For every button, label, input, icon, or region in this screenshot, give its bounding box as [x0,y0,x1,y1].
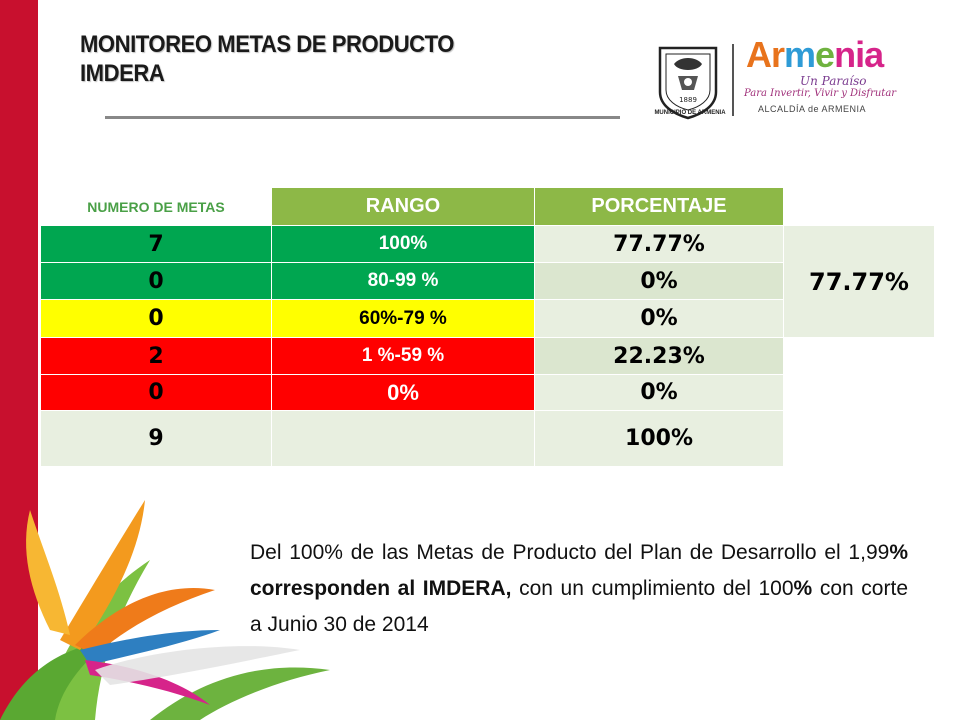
header-rango: RANGO [271,187,535,226]
metas-table: NUMERO DE METAS RANGO PORCENTAJE 7 100% … [40,187,935,467]
table-row: 0 0% 0% [40,374,935,411]
row-rango: 0% [271,374,535,411]
row-numero: 0 [40,299,272,338]
summary-part-2: % corresponden al IMDERA, [250,541,908,600]
brand-tagline-alcaldia: ALCALDÍA de ARMENIA [758,104,867,114]
summary-part-4: % [793,577,813,600]
row-porcentaje: 0% [534,374,784,411]
table-row: 2 1 %-59 % 22.23% [40,337,935,375]
header-numero-metas: NUMERO DE METAS [40,187,272,226]
brand-tagline-invertir: Para Invertir, Vivir y Disfrutar [744,88,897,99]
brand-letter: A [746,34,772,75]
municipal-seal-icon: 1889 [658,46,718,120]
page-title: MONITOREO METAS DE PRODUCTO IMDERA [80,30,454,88]
row-numero: 7 [40,225,272,263]
title-underline [105,116,620,119]
row-porcentaje: 0% [534,262,784,300]
total-porcentaje: 100% [534,410,784,467]
summary-part-3: con un cumplimiento del 100 [511,577,794,600]
row-porcentaje: 77.77% [534,225,784,263]
brand-letter: i [855,34,865,75]
summary-part-1: Del 100% de las Metas de Producto del Pl… [250,541,890,564]
brand-letter: r [771,34,785,75]
left-accent-bar [0,0,38,720]
brand-letter: m [784,34,816,75]
row-rango: 1 %-59 % [271,337,535,375]
logo-divider [732,44,734,116]
bird-of-paradise-flower-decoration [0,500,330,720]
seal-year: 1889 [679,96,697,104]
title-line-2: IMDERA [80,60,165,87]
total-cumplimiento: 77.77% [783,225,935,338]
table-row: 0 80-99 % 0% [40,262,935,300]
brand-letter: e [815,34,835,75]
summary-paragraph: Del 100% de las Metas de Producto del Pl… [250,535,908,643]
row-rango: 60%-79 % [271,299,535,338]
table-header-row: NUMERO DE METAS RANGO PORCENTAJE [40,187,935,226]
summary-part-5: con corte a Junio 30 de 2014 [250,577,908,636]
seal-caption: MUNICIPIO DE ARMENIA [654,110,726,116]
row-numero: 2 [40,337,272,375]
row-porcentaje: 22.23% [534,337,784,375]
row-rango: 100% [271,225,535,263]
table-row: 7 100% 77.77% 77.77% [40,225,935,338]
row-numero: 0 [40,374,272,411]
brand-wordmark: Armenia [746,34,884,76]
brand-tagline-paraiso: Un Paraíso [800,74,867,88]
table-total-row: 9 100% [40,410,935,467]
brand-letter: a [864,34,884,75]
table-row: 0 60%-79 % 0% [40,299,935,338]
total-rango [271,410,535,467]
header-porcentaje: PORCENTAJE [534,187,784,226]
armenia-logo: 1889 MUNICIPIO DE ARMENIA Armenia Un Par… [650,34,910,122]
row-rango: 80-99 % [271,262,535,300]
brand-letter: n [834,34,856,75]
row-porcentaje: 0% [534,299,784,338]
total-numero: 9 [40,410,272,467]
title-line-1: MONITOREO METAS DE PRODUCTO [80,31,455,58]
row-numero: 0 [40,262,272,300]
